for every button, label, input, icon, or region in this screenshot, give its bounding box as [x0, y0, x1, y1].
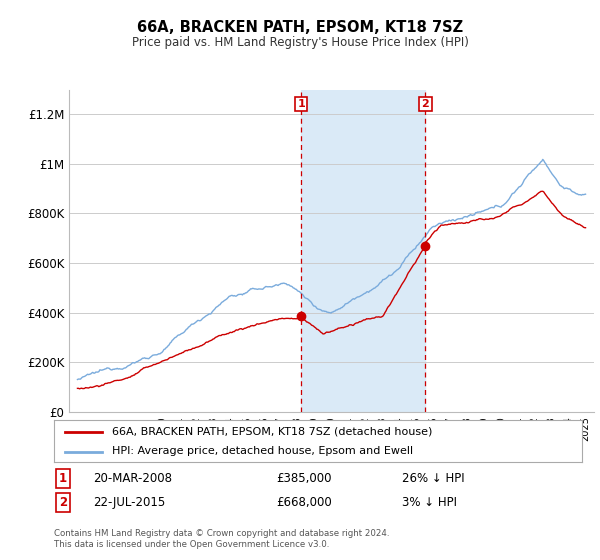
Text: 66A, BRACKEN PATH, EPSOM, KT18 7SZ (detached house): 66A, BRACKEN PATH, EPSOM, KT18 7SZ (deta…: [112, 427, 433, 437]
Text: HPI: Average price, detached house, Epsom and Ewell: HPI: Average price, detached house, Epso…: [112, 446, 413, 456]
Text: 66A, BRACKEN PATH, EPSOM, KT18 7SZ: 66A, BRACKEN PATH, EPSOM, KT18 7SZ: [137, 20, 463, 35]
Text: 20-MAR-2008: 20-MAR-2008: [93, 472, 172, 486]
Bar: [301, 90, 425, 412]
Text: 2: 2: [422, 99, 430, 109]
Text: £668,000: £668,000: [276, 496, 332, 509]
Text: 26% ↓ HPI: 26% ↓ HPI: [402, 472, 464, 486]
Text: 1: 1: [59, 472, 67, 486]
Text: £385,000: £385,000: [276, 472, 331, 486]
Text: 2: 2: [59, 496, 67, 509]
Text: 1: 1: [298, 99, 305, 109]
Text: 22-JUL-2015: 22-JUL-2015: [93, 496, 165, 509]
Text: Price paid vs. HM Land Registry's House Price Index (HPI): Price paid vs. HM Land Registry's House …: [131, 36, 469, 49]
Text: 3% ↓ HPI: 3% ↓ HPI: [402, 496, 457, 509]
Text: Contains HM Land Registry data © Crown copyright and database right 2024.
This d: Contains HM Land Registry data © Crown c…: [54, 529, 389, 549]
